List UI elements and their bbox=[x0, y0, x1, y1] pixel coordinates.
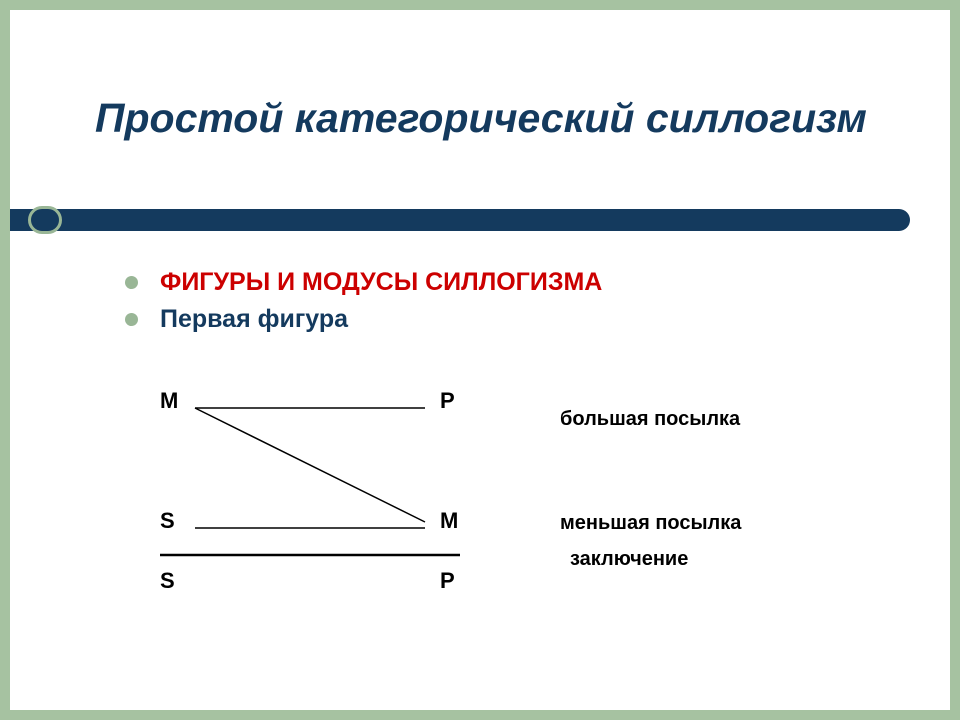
label-S2: S bbox=[160, 568, 175, 594]
diagram-lines bbox=[140, 380, 860, 640]
slide-title: Простой категорический силлогизм bbox=[95, 95, 867, 142]
title-underline-bar bbox=[10, 206, 950, 234]
caption-major: большая посылка bbox=[560, 408, 740, 431]
label-S1: S bbox=[160, 508, 175, 534]
label-M1: M bbox=[160, 388, 178, 414]
bullet-list: ФИГУРЫ И МОДУСЫ СИЛЛОГИЗМА Первая фигура bbox=[125, 268, 602, 342]
bullet-item-2: Первая фигура bbox=[125, 305, 602, 334]
label-P2: P bbox=[440, 568, 455, 594]
slide: Простой категорический силлогизм ФИГУРЫ … bbox=[10, 10, 950, 710]
bar-cap bbox=[28, 206, 62, 234]
bullet-dot-icon bbox=[125, 276, 138, 289]
bullet-2-text: Первая фигура bbox=[160, 305, 348, 334]
label-P1: P bbox=[440, 388, 455, 414]
syllogism-figure-diagram: M P S M S P большая посылка меньшая посы… bbox=[140, 380, 860, 640]
label-M2: M bbox=[440, 508, 458, 534]
bullet-dot-icon bbox=[125, 313, 138, 326]
caption-conclusion: заключение bbox=[570, 548, 688, 571]
bullet-1-text: ФИГУРЫ И МОДУСЫ СИЛЛОГИЗМА bbox=[160, 268, 602, 297]
caption-minor: меньшая посылка bbox=[560, 512, 741, 535]
bullet-item-1: ФИГУРЫ И МОДУСЫ СИЛЛОГИЗМА bbox=[125, 268, 602, 297]
bar-main bbox=[10, 209, 910, 231]
